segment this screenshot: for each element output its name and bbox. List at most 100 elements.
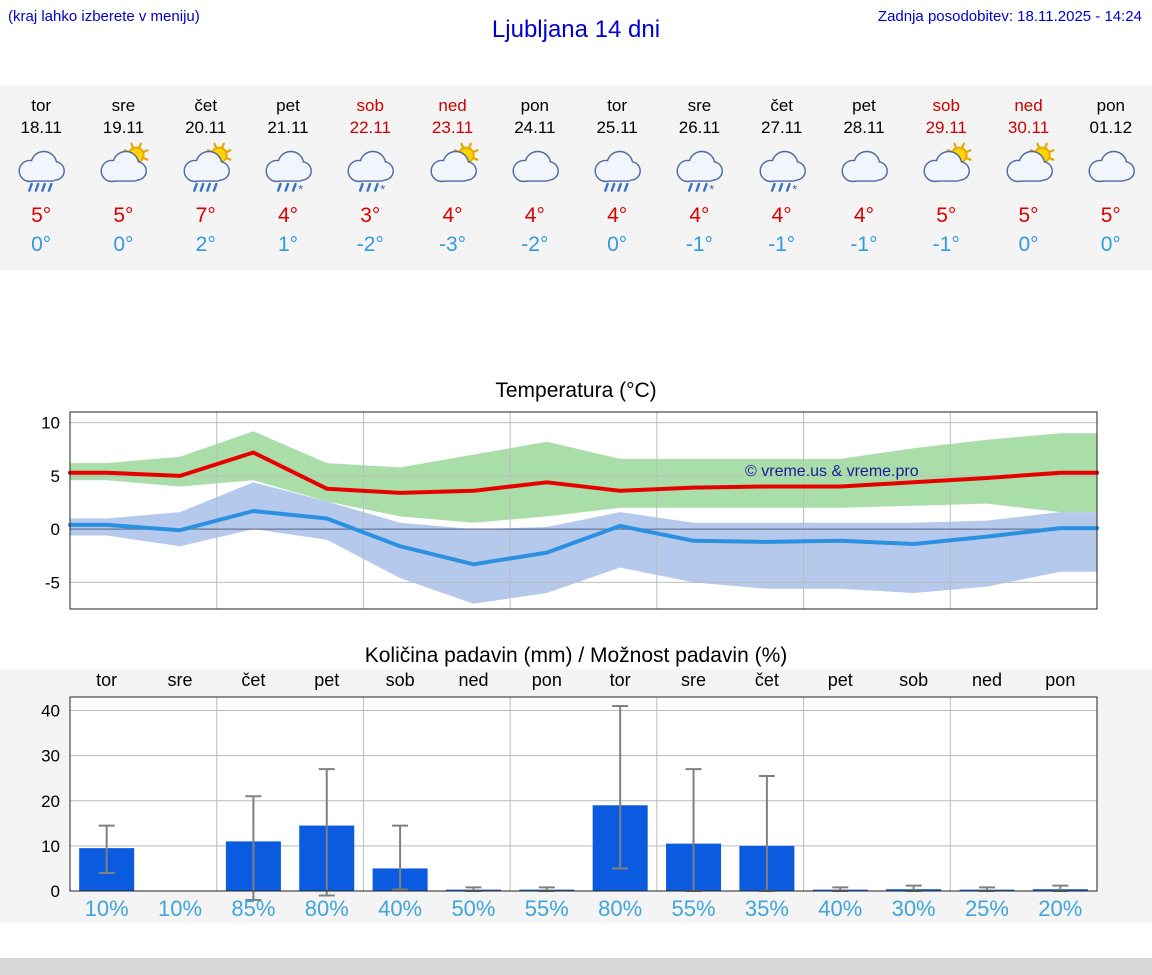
svg-text:sre: sre (168, 670, 193, 690)
day-name: pon (1096, 96, 1125, 115)
day-name: tor (607, 96, 628, 115)
day-max-temp: 5° (31, 204, 52, 227)
svg-text:40%: 40% (818, 896, 862, 921)
cloud-sleet-icon: * (658, 139, 740, 201)
day-min-temp: 0° (31, 233, 52, 256)
forecast-day[interactable]: pon 24.11 4° -2° (494, 95, 576, 270)
precipitation-chart: 0 10 20 30 40 tor sre čet pet sob ned pon tor sre čet p… (0, 669, 1152, 923)
svg-text:*: * (792, 182, 797, 196)
forecast-day[interactable]: čet 27.11 * 4° -1° (741, 95, 823, 270)
day-max-temp: 4° (607, 204, 628, 227)
page-title: Ljubljana 14 dni (491, 16, 661, 43)
day-max-temp: 5° (1100, 204, 1121, 227)
day-date: 18.11 (20, 118, 62, 137)
svg-text:55%: 55% (525, 896, 569, 921)
cloud-rain-icon (0, 139, 82, 201)
day-max-temp: 5° (1018, 204, 1039, 227)
svg-text:tor: tor (96, 670, 117, 690)
svg-text:80%: 80% (305, 896, 349, 921)
day-max-temp: 4° (689, 204, 710, 227)
day-date: 21.11 (267, 118, 309, 137)
day-max-temp: 4° (442, 204, 463, 227)
day-name: čet (194, 96, 218, 115)
day-date: 29.11 (925, 118, 967, 137)
footer-bar (0, 958, 1152, 975)
svg-text:pon: pon (532, 670, 562, 690)
day-name: ned (438, 96, 467, 115)
day-name: sob (356, 96, 384, 115)
svg-text:30%: 30% (892, 896, 936, 921)
forecast-day[interactable]: sob 22.11 * 3° -2° (329, 95, 411, 270)
day-min-temp: 0° (113, 233, 134, 256)
temperature-chart-title: Temperatura (°C) (495, 379, 657, 402)
day-max-temp: 5° (113, 204, 134, 227)
day-name: čet (770, 96, 794, 115)
svg-text:20%: 20% (1038, 896, 1082, 921)
temperature-section: Temperatura (°C) 10 5 0 -5 © vreme.us & vrem… (0, 378, 1152, 619)
svg-text:pon: pon (1045, 670, 1075, 690)
cloud-icon (494, 139, 576, 201)
svg-text:tor: tor (610, 670, 631, 690)
svg-text:40: 40 (41, 702, 60, 721)
day-date: 20.11 (185, 118, 227, 137)
svg-text:sre: sre (681, 670, 706, 690)
day-date: 30.11 (1007, 118, 1050, 137)
day-name: pon (520, 96, 550, 115)
day-name: pet (852, 96, 876, 115)
topbar: (kraj lahko izberete v meniju) Ljubljana… (0, 0, 1152, 85)
forecast-day[interactable]: tor 18.11 5° 0° (0, 95, 82, 270)
cloud-sleet-icon: * (329, 139, 411, 201)
day-name: sre (111, 96, 136, 115)
svg-text:25%: 25% (965, 896, 1009, 921)
day-date: 23.11 (431, 118, 474, 137)
sun-cloud-icon (905, 139, 987, 201)
cloud-sleet-icon: * (247, 139, 329, 201)
day-min-temp: 0° (1100, 233, 1121, 256)
svg-text:20: 20 (41, 792, 60, 811)
forecast-day[interactable]: pet 28.11 4° -1° (823, 95, 905, 270)
day-date: 26.11 (678, 118, 721, 137)
forecast-day[interactable]: ned 23.11 4° -3° (411, 95, 493, 270)
sun-cloud-rain-icon (165, 139, 247, 201)
svg-text:85%: 85% (231, 896, 275, 921)
forecast-day[interactable]: pet 21.11 * 4° 1° (247, 95, 329, 270)
svg-text:© vreme.us & vreme.pro: © vreme.us & vreme.pro (745, 463, 919, 480)
svg-text:10: 10 (41, 837, 60, 856)
last-update-label: Zadnja posodobitev: 18.11.2025 - 14:24 (877, 8, 1142, 25)
cloud-rain-icon (576, 139, 658, 201)
day-min-temp: 0° (607, 233, 628, 256)
day-date: 22.11 (349, 118, 391, 137)
day-min-temp: -1° (768, 233, 796, 256)
day-min-temp: -1° (850, 233, 878, 256)
day-name: pet (276, 96, 300, 115)
svg-text:50%: 50% (451, 896, 495, 921)
svg-text:10: 10 (41, 414, 60, 433)
day-date: 25.11 (596, 118, 638, 137)
forecast-day[interactable]: sre 19.11 5° 0° (82, 95, 164, 270)
day-min-temp: 2° (195, 233, 216, 256)
sun-cloud-icon (987, 139, 1069, 201)
forecast-day[interactable]: sob 29.11 5° -1° (905, 95, 987, 270)
day-date: 28.11 (843, 118, 885, 137)
svg-text:čet: čet (755, 670, 779, 690)
day-name: sre (687, 96, 712, 115)
day-min-temp: -3° (439, 233, 467, 256)
menu-hint: (kraj lahko izberete v meniju) (8, 8, 200, 25)
svg-text:*: * (381, 182, 386, 196)
svg-text:ned: ned (458, 670, 488, 690)
day-max-temp: 4° (771, 204, 792, 227)
forecast-day[interactable]: čet 20.11 7° 2° (165, 95, 247, 270)
day-max-temp: 5° (936, 204, 957, 227)
forecast-strip: tor 18.11 5° 0° sre 19.11 5° 0° čet 20.11 7° 2° pet 2… (0, 85, 1152, 270)
cloud-icon (1070, 139, 1152, 201)
svg-text:40%: 40% (378, 896, 422, 921)
svg-text:*: * (710, 182, 715, 196)
cloud-icon (823, 139, 905, 201)
forecast-day[interactable]: ned 30.11 5° 0° (987, 95, 1069, 270)
forecast-day[interactable]: tor 25.11 4° 0° (576, 95, 658, 270)
day-name: tor (31, 96, 52, 115)
forecast-day[interactable]: pon 01.12 5° 0° (1070, 95, 1152, 270)
forecast-day[interactable]: sre 26.11 * 4° -1° (658, 95, 740, 270)
precipitation-section: Količina padavin (mm) / Možnost padavin … (0, 643, 1152, 923)
svg-text:-5: -5 (45, 573, 60, 592)
